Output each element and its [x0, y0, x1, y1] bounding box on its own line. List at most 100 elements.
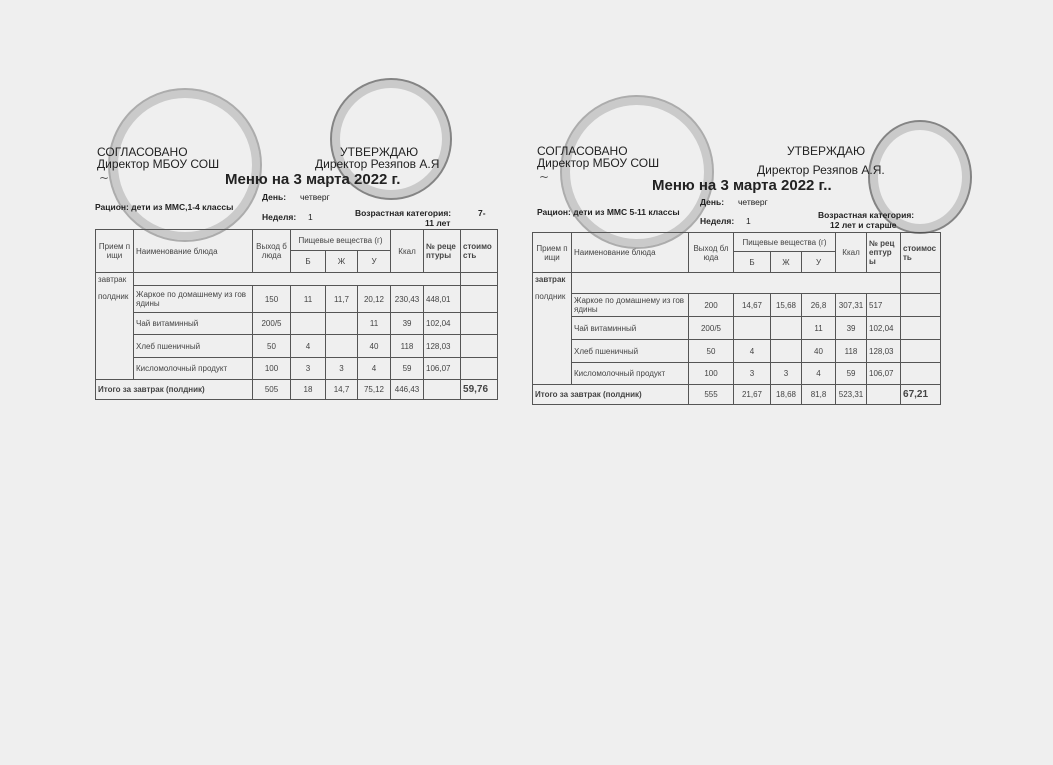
total-label: Итого за завтрак (полдник)	[95, 379, 253, 400]
dish-zh	[325, 312, 358, 335]
dish-yield: 100	[252, 357, 291, 380]
page-title: Меню на 3 марта 2022 г.	[225, 171, 401, 188]
header-fat: Ж	[325, 250, 358, 273]
dish-name: Чай витаминный	[571, 316, 689, 340]
table-row: Хлеб пшеничный 50 4 40 118 128,03	[96, 334, 499, 358]
dish-yield: 50	[688, 339, 734, 363]
day-value: четверг	[300, 192, 330, 202]
table-row: завтрак полдник	[95, 272, 499, 380]
dish-b: 4	[733, 339, 771, 363]
header-nutrients: Пищевые вещества (г)	[289, 229, 392, 251]
header-nutrients: Пищевые вещества (г)	[732, 232, 837, 252]
dish-u: 4	[800, 362, 837, 385]
header-dish-name: Наименование блюда	[133, 229, 253, 273]
table-row: Чай витаминный 200/5 11 39 102,04	[96, 312, 499, 335]
total-label: Итого за завтрак (полдник)	[532, 384, 689, 405]
dish-cost	[460, 334, 499, 358]
dish-yield: 200/5	[688, 316, 734, 340]
header-recipe: № рецептуры	[423, 229, 462, 273]
dish-zh: 3	[325, 357, 358, 380]
dish-kcal: 118	[835, 339, 868, 363]
header-protein: Б	[290, 250, 326, 273]
page-title: Меню на 3 марта 2022 г..	[652, 177, 832, 194]
dish-zh: 3	[770, 362, 802, 385]
table-row: Итого за завтрак (полдник) 555 21,67 18,68 8…	[532, 384, 942, 405]
dish-yield: 200	[688, 293, 734, 317]
dish-name: Чай витаминный	[133, 312, 253, 335]
dish-cost	[900, 339, 942, 363]
dish-name: Жаркое по домашнему из говядины	[571, 293, 689, 317]
agreed-by: Директор МБОУ СОШ	[97, 157, 220, 171]
total-kcal: 523,31	[835, 384, 868, 405]
meal-snack: полдник	[535, 292, 566, 301]
agreed-by: Директор МБОУ СОШ	[537, 156, 660, 170]
header-carbs: У	[800, 251, 837, 273]
dish-yield: 150	[252, 285, 291, 313]
dish-b: 4	[290, 334, 326, 358]
dish-zh: 15,68	[770, 293, 802, 317]
dish-u: 40	[356, 334, 392, 358]
dish-yield: 50	[252, 334, 291, 358]
header-kcal: Ккал	[835, 232, 868, 273]
dish-name: Кисломолочный продукт	[133, 357, 253, 380]
empty-cell	[460, 272, 499, 286]
dish-b: 3	[290, 357, 326, 380]
total-yield: 505	[252, 379, 291, 400]
header-recipe: № рецептуры	[866, 232, 902, 273]
dish-recipe: 448,01	[423, 285, 462, 313]
dish-name: Жаркое по домашнему из говядины	[133, 285, 253, 313]
meal-breakfast: завтрак	[98, 275, 127, 284]
round-stamp-right	[560, 95, 714, 249]
dish-name: Хлеб пшеничный	[571, 339, 689, 363]
dish-b: 14,67	[733, 293, 771, 317]
total-b: 21,67	[733, 384, 771, 405]
total-zh: 14,7	[325, 379, 358, 400]
dish-kcal: 59	[390, 357, 425, 380]
total-kcal: 446,43	[390, 379, 425, 400]
table-row: Кисломолочный продукт 100 3 3 4 59 106,07	[533, 362, 942, 385]
agreed-label: СОГЛАСОВАНО	[97, 145, 188, 159]
dish-zh	[770, 316, 802, 340]
week-value: 1	[308, 212, 313, 222]
table-row: Итого за завтрак (полдник) 505 18 14,7 75,12…	[95, 379, 499, 400]
dish-u: 4	[356, 357, 392, 380]
dish-yield: 100	[688, 362, 734, 385]
dish-name: Хлеб пшеничный	[133, 334, 253, 358]
table-row: Жаркое по домашнему из говядины 150 11 11,7…	[96, 285, 499, 313]
agreed-label: СОГЛАСОВАНО	[537, 144, 628, 158]
approve-label: УТВЕРЖДАЮ	[787, 144, 866, 158]
total-zh: 18,68	[770, 384, 802, 405]
approve-label: УТВЕРЖДАЮ	[340, 145, 419, 159]
total-u: 81,8	[800, 384, 837, 405]
day-value: четверг	[738, 197, 768, 207]
empty-cell	[570, 272, 902, 294]
dish-u: 40	[800, 339, 837, 363]
header-carbs: У	[356, 250, 392, 273]
table-row: Прием пищи Наименование блюда Выход блюда П…	[532, 232, 942, 273]
official-seal-left	[330, 78, 452, 200]
dish-zh	[325, 334, 358, 358]
dish-cost	[900, 316, 942, 340]
table-row: завтрак полдник	[532, 272, 942, 385]
week-label: Неделя:	[262, 212, 297, 222]
signature: ~	[539, 170, 550, 184]
week-label: Неделя:	[700, 216, 735, 226]
table-row: Хлеб пшеничный 50 4 40 118 128,03	[533, 339, 942, 363]
day-label: День:	[262, 192, 287, 202]
dish-u: 11	[356, 312, 392, 335]
ration-label: Рацион: дети из ММС 5-11 классы	[537, 207, 680, 217]
menu-table: Прием пищи Наименование блюда Выход блюда П…	[532, 232, 942, 405]
dish-yield: 200/5	[252, 312, 291, 335]
dish-cost	[460, 285, 499, 313]
empty-cell	[132, 272, 462, 286]
table-row: Прием пищи Наименование блюда Выход блюда П…	[95, 229, 499, 273]
total-b: 18	[290, 379, 326, 400]
dish-u: 26,8	[800, 293, 837, 317]
meal-breakfast: завтрак	[535, 275, 566, 284]
header-dish-name: Наименование блюда	[571, 232, 689, 273]
meal-type-cell: завтрак полдник	[532, 272, 572, 385]
dish-u: 11	[800, 316, 837, 340]
dish-recipe: 102,04	[423, 312, 462, 335]
day-label: День:	[700, 197, 725, 207]
